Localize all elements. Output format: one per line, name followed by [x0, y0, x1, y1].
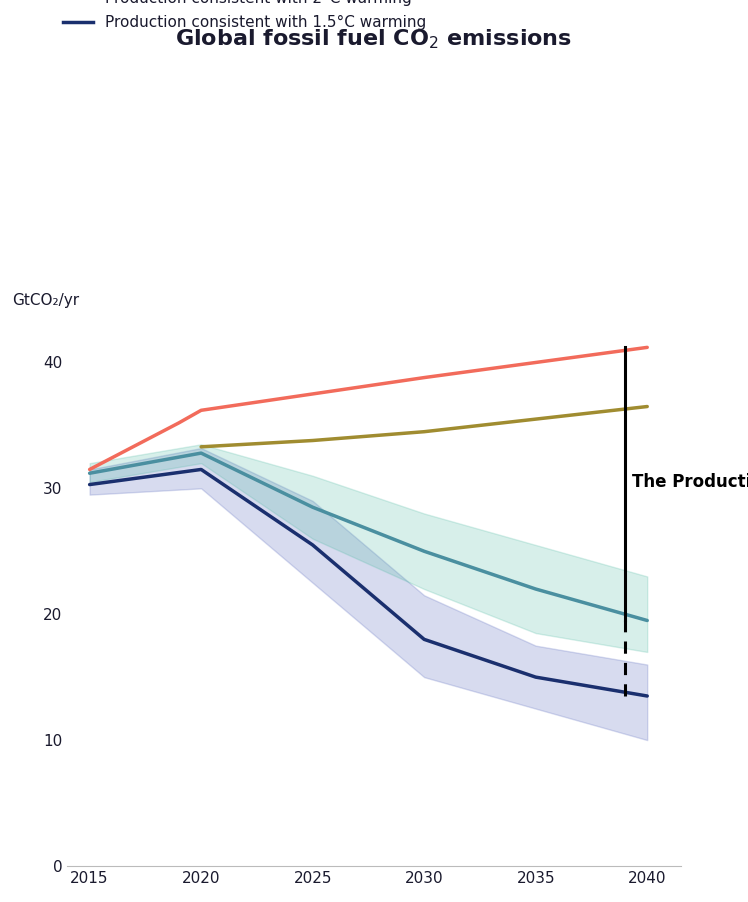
Legend: Countries’ production plans & projections, Production implied by  climate pledge: Countries’ production plans & projection… [63, 0, 426, 31]
Text: Global fossil fuel CO$_2$ emissions: Global fossil fuel CO$_2$ emissions [176, 27, 572, 51]
Text: GtCO₂/yr: GtCO₂/yr [12, 293, 79, 308]
Text: The Production Gap: The Production Gap [631, 473, 748, 491]
